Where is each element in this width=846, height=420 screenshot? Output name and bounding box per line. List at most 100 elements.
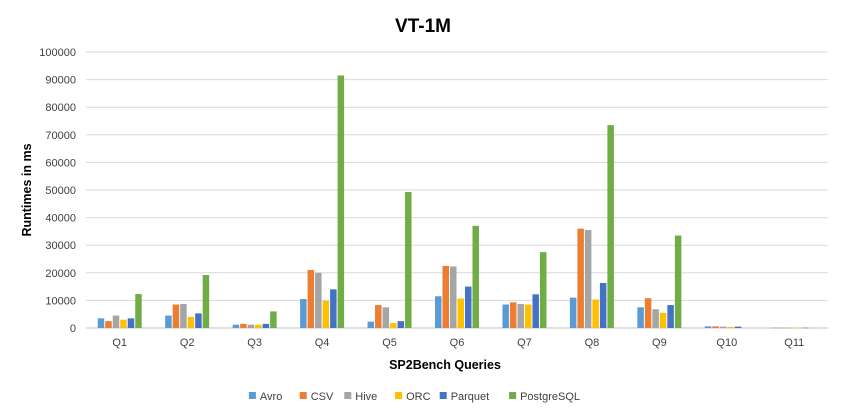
bar-orc-q8 xyxy=(592,299,599,328)
x-tick-label: Q2 xyxy=(180,337,195,349)
bar-postgresql-q8 xyxy=(607,125,614,328)
bar-hive-q11 xyxy=(787,327,794,329)
bar-avro-q9 xyxy=(637,307,644,328)
y-tick-label: 10000 xyxy=(45,295,76,307)
legend-item-hive: Hive xyxy=(344,391,377,403)
bar-postgresql-q6 xyxy=(472,225,479,328)
legend-item-parquet: Parquet xyxy=(439,391,490,403)
x-tick-label: Q5 xyxy=(382,337,397,349)
bar-postgresql-q4 xyxy=(337,75,345,329)
bar-csv-q4 xyxy=(307,270,315,328)
bar-csv-q8 xyxy=(577,228,584,328)
bar-orc-q1 xyxy=(120,319,127,328)
bar-hive-q6 xyxy=(450,266,457,328)
y-tick-label: 100000 xyxy=(39,47,76,59)
bars xyxy=(97,75,809,329)
x-axis-title: SP2Bench Queries xyxy=(389,358,501,372)
bar-parquet-q6 xyxy=(465,286,472,328)
bar-avro-q2 xyxy=(165,315,172,328)
x-axis-ticks: Q1 Q2 Q3 Q4 Q5 Q6 Q7 Q8 Q9 Q10 Q11 xyxy=(112,337,804,349)
bar-parquet-q1 xyxy=(127,318,135,328)
y-tick-label: 90000 xyxy=(45,75,76,87)
legend: Avro CSV Hive ORC Parquet PostgreSQL xyxy=(248,391,580,403)
bar-csv-q5 xyxy=(375,305,382,328)
y-tick-label: 60000 xyxy=(45,157,76,169)
bar-csv-q7 xyxy=(509,302,517,328)
bar-parquet-q8 xyxy=(599,283,607,328)
y-tick-label: 80000 xyxy=(45,102,76,114)
x-tick-label: Q11 xyxy=(784,337,804,349)
bar-postgresql-q7 xyxy=(539,252,547,328)
bar-parquet-q11 xyxy=(802,327,809,329)
x-tick-label: Q1 xyxy=(112,337,127,349)
bar-orc-q4 xyxy=(322,300,330,328)
legend-label: Parquet xyxy=(451,391,490,403)
x-tick-label: Q3 xyxy=(247,337,262,349)
x-tick-label: Q8 xyxy=(585,337,600,349)
bar-csv-q10 xyxy=(712,326,719,328)
bar-orc-q2 xyxy=(187,316,195,328)
bar-csv-q2 xyxy=(172,304,180,328)
bar-hive-q4 xyxy=(315,272,322,328)
bar-csv-q11 xyxy=(779,327,787,329)
bar-parquet-q3 xyxy=(262,323,270,328)
legend-label: CSV xyxy=(311,391,334,403)
bar-orc-q10 xyxy=(727,326,734,328)
bar-csv-q1 xyxy=(105,321,112,328)
y-tick-label: 70000 xyxy=(45,130,76,142)
bar-csv-q3 xyxy=(240,323,247,328)
bar-avro-q5 xyxy=(367,321,375,328)
bar-postgresql-q3 xyxy=(270,311,277,328)
legend-swatch xyxy=(395,392,403,399)
bar-parquet-q4 xyxy=(330,289,337,328)
bar-postgresql-q1 xyxy=(135,294,142,328)
bar-hive-q3 xyxy=(247,324,255,328)
legend-label: Hive xyxy=(355,391,377,403)
bar-avro-q4 xyxy=(300,299,307,328)
bar-hive-q9 xyxy=(652,309,659,328)
bar-avro-q11 xyxy=(772,327,779,329)
legend-label: Avro xyxy=(260,391,282,403)
bar-orc-q3 xyxy=(255,324,262,328)
bar-hive-q7 xyxy=(517,303,524,328)
bar-csv-q6 xyxy=(442,265,449,328)
x-tick-label: Q7 xyxy=(517,337,532,349)
bar-orc-q6 xyxy=(457,298,464,328)
legend-item-csv: CSV xyxy=(299,391,334,403)
bar-parquet-q2 xyxy=(195,313,202,328)
legend-label: ORC xyxy=(406,391,431,403)
bar-hive-q2 xyxy=(180,303,187,328)
bar-postgresql-q2 xyxy=(202,275,210,328)
bar-orc-q7 xyxy=(524,304,532,328)
bar-hive-q1 xyxy=(112,315,120,328)
bar-hive-q5 xyxy=(382,307,390,328)
y-tick-label: 50000 xyxy=(45,185,76,197)
x-tick-label: Q4 xyxy=(315,337,330,349)
x-tick-label: Q6 xyxy=(450,337,465,349)
bar-csv-q9 xyxy=(644,298,652,328)
bar-avro-q10 xyxy=(704,326,712,328)
y-tick-label: 40000 xyxy=(45,213,76,225)
legend-item-postgresql: PostgreSQL xyxy=(509,391,580,403)
y-tick-label: 20000 xyxy=(45,268,76,280)
bar-parquet-q7 xyxy=(532,294,539,328)
gridlines xyxy=(86,51,828,329)
legend-swatch xyxy=(299,392,307,399)
y-axis-ticks: 0 10000 20000 30000 40000 50000 60000 70000 8000… xyxy=(39,47,76,335)
legend-swatch xyxy=(344,392,352,399)
bar-avro-q8 xyxy=(569,297,577,328)
bar-avro-q7 xyxy=(502,304,509,328)
bar-orc-q9 xyxy=(659,312,667,328)
bar-parquet-q9 xyxy=(667,305,674,328)
x-tick-label: Q9 xyxy=(652,337,667,349)
x-tick-label: Q10 xyxy=(716,337,737,349)
legend-label: PostgreSQL xyxy=(520,391,580,403)
y-tick-label: 0 xyxy=(70,323,76,335)
bar-orc-q5 xyxy=(390,323,397,328)
legend-item-orc: ORC xyxy=(395,391,431,403)
legend-swatch xyxy=(439,392,447,399)
bar-hive-q8 xyxy=(584,230,592,328)
bar-postgresql-q5 xyxy=(405,191,412,328)
